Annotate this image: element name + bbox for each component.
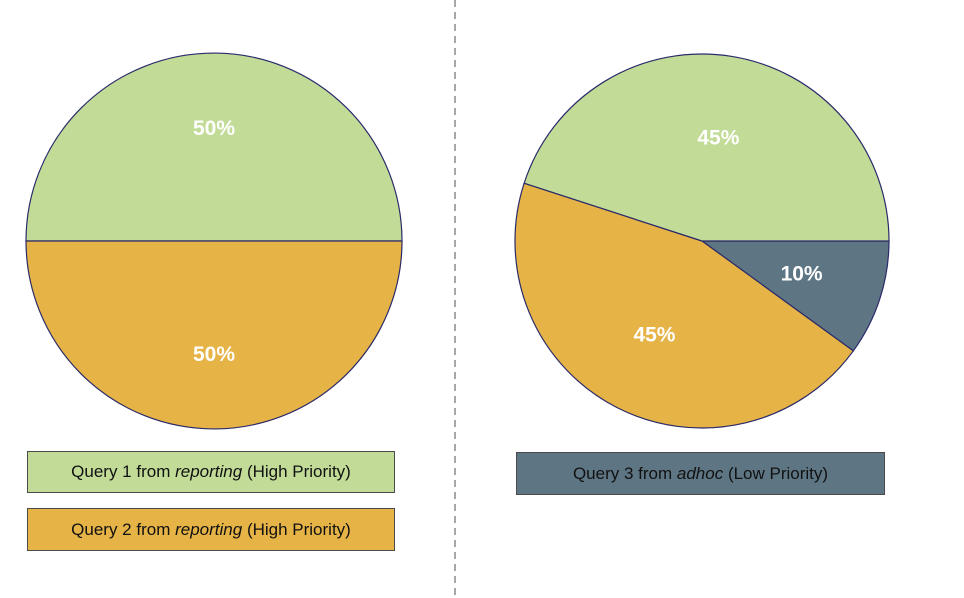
legend-item-query-2: Query 2 from reporting (High Priority) <box>27 508 395 551</box>
legend-item-query-2-suffix: (High Priority) <box>246 519 351 539</box>
pie-right-label-query-1: 45% <box>697 127 739 150</box>
pie-left-slice-query-2 <box>25 240 403 430</box>
legend-item-query-2-source: reporting <box>175 519 243 539</box>
pie-right-slice-query-2 <box>514 182 855 429</box>
pie-left-label-query-2: 50% <box>193 343 235 366</box>
pie-chart-right: 10% 45% 45% <box>514 53 890 429</box>
pie-right-slice-query-3 <box>700 240 890 352</box>
legend-item-query-1: Query 1 from reporting (High Priority) <box>27 451 395 493</box>
legend-item-query-3: Query 3 from adhoc (Low Priority) <box>516 452 885 495</box>
pie-chart-left: 50% 50% <box>25 52 403 430</box>
pie-left-slice-query-1 <box>25 52 403 242</box>
legend-item-query-2-prefix: Query 2 from <box>71 519 171 539</box>
legend-item-query-1-source: reporting <box>175 462 243 481</box>
legend-item-query-3-suffix: (Low Priority) <box>727 463 829 483</box>
pie-right-label-query-2: 45% <box>633 323 675 346</box>
pie-right-label-query-3: 10% <box>781 262 823 285</box>
legend-item-query-3-source: adhoc <box>676 463 724 483</box>
pie-left-label-query-1: 50% <box>193 117 235 140</box>
legend-item-query-1-suffix: (High Priority) <box>246 462 351 481</box>
legend-item-query-1-prefix: Query 1 from <box>71 462 171 481</box>
pie-right-slice-query-1 <box>523 53 890 242</box>
legend-item-query-3-prefix: Query 3 from <box>572 463 673 483</box>
